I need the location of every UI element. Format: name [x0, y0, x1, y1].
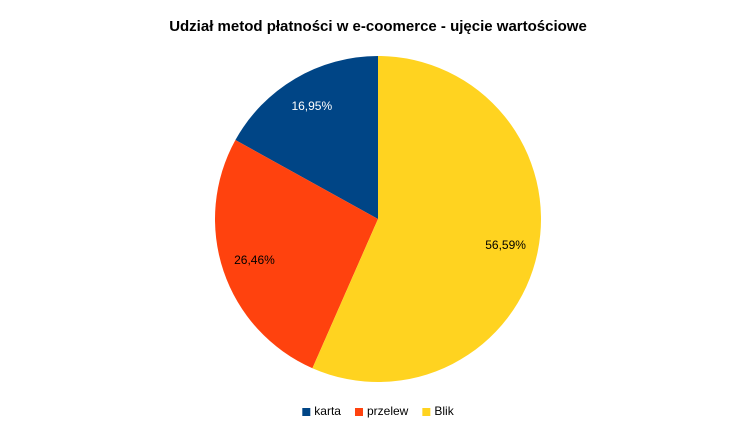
data-label: 56,59%: [485, 238, 526, 252]
legend-swatch: [354, 408, 363, 416]
legend-label: przelew: [367, 404, 409, 418]
legend-swatch: [302, 408, 311, 416]
pie-slice: [215, 140, 378, 369]
chart-title: Udział metod płatności w e-coomerce - uj…: [169, 18, 587, 35]
data-label: 16,95%: [291, 99, 332, 113]
legend-label: Blik: [434, 404, 454, 418]
legend-label: karta: [314, 404, 341, 418]
data-label: 26,46%: [234, 253, 275, 267]
legend-swatch: [422, 408, 431, 416]
pie-slice: [312, 56, 541, 383]
pie-slice: [235, 56, 378, 219]
legend: karta przelew Blik: [302, 404, 455, 418]
